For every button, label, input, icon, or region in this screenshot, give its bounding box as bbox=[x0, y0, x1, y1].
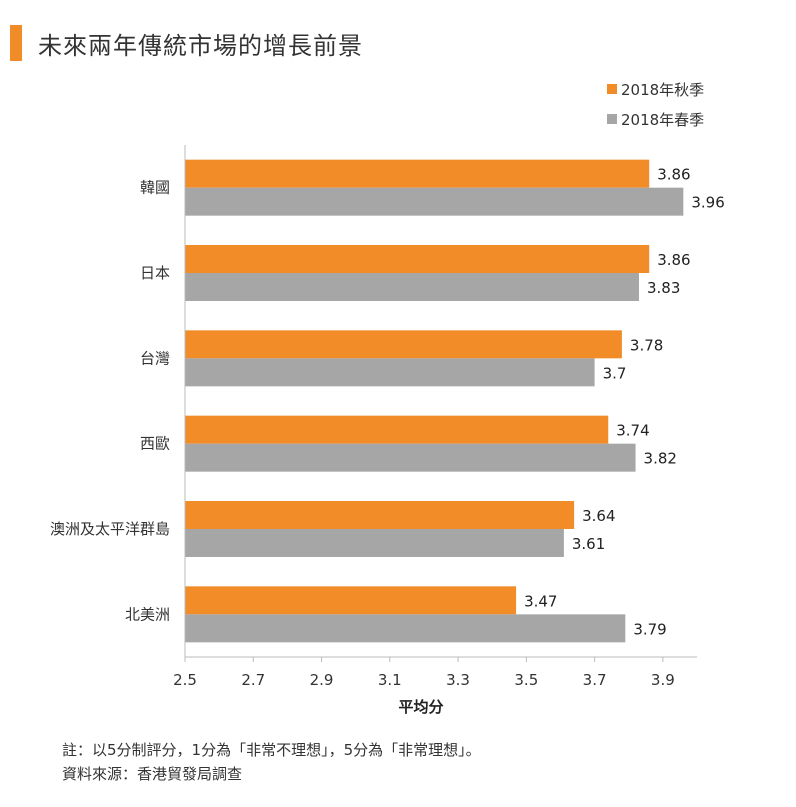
chart-title: 未來兩年傳統市場的增長前景 bbox=[38, 32, 363, 60]
bar-spring bbox=[185, 273, 639, 301]
data-label: 3.64 bbox=[582, 507, 615, 525]
data-label: 3.83 bbox=[647, 279, 680, 297]
x-axis-title: 平均分 bbox=[398, 698, 443, 716]
legend: 2018年秋季 2018年春季 bbox=[607, 74, 704, 134]
data-label: 3.78 bbox=[630, 336, 663, 354]
x-tick-label: 2.5 bbox=[173, 671, 197, 689]
x-tick-label: 2.9 bbox=[310, 671, 334, 689]
bar-autumn bbox=[185, 159, 650, 188]
data-label: 3.7 bbox=[603, 364, 627, 382]
bar-autumn bbox=[185, 415, 609, 444]
x-tick-label: 2.7 bbox=[241, 671, 265, 689]
footnote-rating-scale: 註：以5分制評分，1分為「非常不理想」，5分為「非常理想」。 bbox=[62, 741, 481, 759]
data-label: 3.86 bbox=[657, 166, 690, 184]
legend-label-autumn: 2018年秋季 bbox=[621, 80, 705, 99]
category-label: 澳洲及太平洋群島 bbox=[50, 520, 170, 538]
data-label: 3.86 bbox=[657, 251, 690, 269]
legend-label-spring: 2018年春季 bbox=[621, 110, 705, 129]
title-accent-bar bbox=[10, 25, 22, 61]
category-label: 北美洲 bbox=[125, 605, 170, 623]
category-label: 韓國 bbox=[140, 179, 170, 197]
x-tick-label: 3.7 bbox=[583, 671, 607, 689]
data-label: 3.61 bbox=[572, 535, 605, 553]
bar-chart: 韓國3.863.96日本3.863.83台灣3.783.7西歐3.743.82澳… bbox=[50, 145, 725, 716]
x-tick-label: 3.5 bbox=[514, 671, 538, 689]
bar-spring bbox=[185, 358, 595, 387]
category-label: 台灣 bbox=[140, 349, 170, 367]
footnote-source: 資料來源：香港貿發局調查 bbox=[62, 765, 243, 783]
legend-swatch-autumn bbox=[607, 84, 617, 94]
bar-autumn bbox=[185, 330, 622, 359]
bar-autumn bbox=[185, 501, 575, 529]
bar-spring bbox=[185, 614, 626, 643]
bar-spring bbox=[185, 187, 684, 216]
data-label: 3.74 bbox=[616, 422, 649, 440]
data-label: 3.47 bbox=[524, 592, 557, 610]
legend-swatch-spring bbox=[607, 114, 617, 124]
category-label: 日本 bbox=[140, 264, 170, 282]
bar-spring bbox=[185, 529, 564, 557]
x-tick-label: 3.9 bbox=[651, 671, 675, 689]
footnotes: 註：以5分制評分，1分為「非常不理想」，5分為「非常理想」。 資料來源：香港貿發… bbox=[62, 738, 481, 786]
bar-spring bbox=[185, 443, 636, 472]
data-label: 3.82 bbox=[644, 450, 677, 468]
category-label: 西歐 bbox=[140, 435, 170, 453]
x-tick-label: 3.3 bbox=[446, 671, 470, 689]
data-label: 3.96 bbox=[691, 194, 724, 212]
data-label: 3.79 bbox=[633, 620, 666, 638]
bar-autumn bbox=[185, 245, 650, 273]
bar-autumn bbox=[185, 586, 517, 615]
legend-item-autumn: 2018年秋季 bbox=[607, 74, 704, 104]
x-tick-label: 3.1 bbox=[378, 671, 402, 689]
legend-item-spring: 2018年春季 bbox=[607, 104, 704, 134]
